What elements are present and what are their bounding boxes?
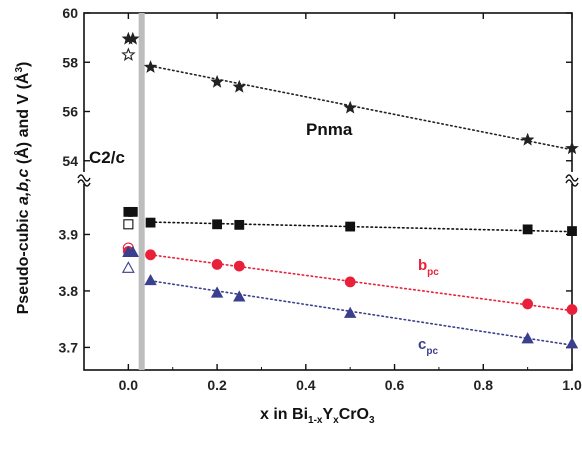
axis-break-marker xyxy=(77,172,579,187)
c2c-open-point-a xyxy=(123,219,134,230)
data-point-b xyxy=(522,298,534,310)
y-tick-label: 60 xyxy=(62,5,78,21)
y-tick-label: 3.8 xyxy=(59,283,79,299)
region-label-c2c: C2/c xyxy=(89,148,125,167)
y-axis-label: Pseudo-cubic a,b,c (Å) and V (Å3) xyxy=(13,62,32,315)
data-point-V xyxy=(232,79,247,93)
data-point-c xyxy=(521,332,534,344)
data-point-c xyxy=(144,273,157,286)
data-point-V xyxy=(210,74,224,88)
data-point-c xyxy=(233,290,246,302)
fit-line-V xyxy=(149,65,573,151)
data-point-V xyxy=(143,60,158,73)
y-tick-label: 3.7 xyxy=(59,339,79,355)
axis-ticks: 0.0 0.2 0.4 0.6 0.8 1.0 54 56 58 60 3.7 3.8 3.9 xyxy=(59,5,582,393)
data-point-c xyxy=(344,306,357,318)
c2c-open-point-c xyxy=(121,261,135,273)
data-point-a xyxy=(234,219,245,230)
data-point-b xyxy=(233,260,245,272)
x-tick-label: 1.0 xyxy=(562,377,582,393)
data-point-V xyxy=(520,132,535,146)
y-tick-label: 58 xyxy=(62,54,78,70)
c2c-point-a xyxy=(127,206,138,217)
data-point-b xyxy=(566,304,578,315)
x-tick-label: 0.8 xyxy=(474,377,494,393)
x-tick-label: 0.4 xyxy=(296,377,316,393)
series-label-c: cpc xyxy=(418,336,438,357)
x-axis-label: x in Bi1-xYxCrO3 xyxy=(260,406,375,426)
phase-boundary-line xyxy=(138,13,145,370)
fit-line-c xyxy=(149,279,573,346)
data-point-a xyxy=(567,226,577,236)
data-point-a xyxy=(145,217,156,228)
data-point-V xyxy=(343,100,357,114)
x-tick-label: 0.0 xyxy=(119,377,139,393)
x-tick-label: 0.6 xyxy=(385,377,405,393)
data-point-b xyxy=(344,276,356,288)
fit-lines xyxy=(149,65,573,346)
data-point-a xyxy=(345,221,356,232)
fit-line-b xyxy=(149,254,573,312)
plot-frame xyxy=(83,12,573,371)
c2c-open-point-V xyxy=(121,47,136,61)
c2c-point-c xyxy=(126,245,139,257)
fit-line-a xyxy=(149,221,573,233)
series-label-b: bpc xyxy=(418,257,439,278)
data-point-a xyxy=(522,224,533,235)
y-tick-label: 3.9 xyxy=(59,226,79,242)
data-point-c xyxy=(565,337,579,349)
data-markers xyxy=(121,31,579,349)
data-point-V xyxy=(565,141,579,155)
y-tick-label: 56 xyxy=(62,104,78,120)
region-label-pnma: Pnma xyxy=(306,120,353,139)
data-point-a xyxy=(212,219,222,230)
data-point-b xyxy=(211,258,223,270)
y-tick-label: 54 xyxy=(62,153,78,169)
c2c-point-V xyxy=(126,31,140,45)
x-tick-label: 0.2 xyxy=(207,377,227,393)
data-point-c xyxy=(210,286,224,298)
data-point-b xyxy=(145,249,156,261)
